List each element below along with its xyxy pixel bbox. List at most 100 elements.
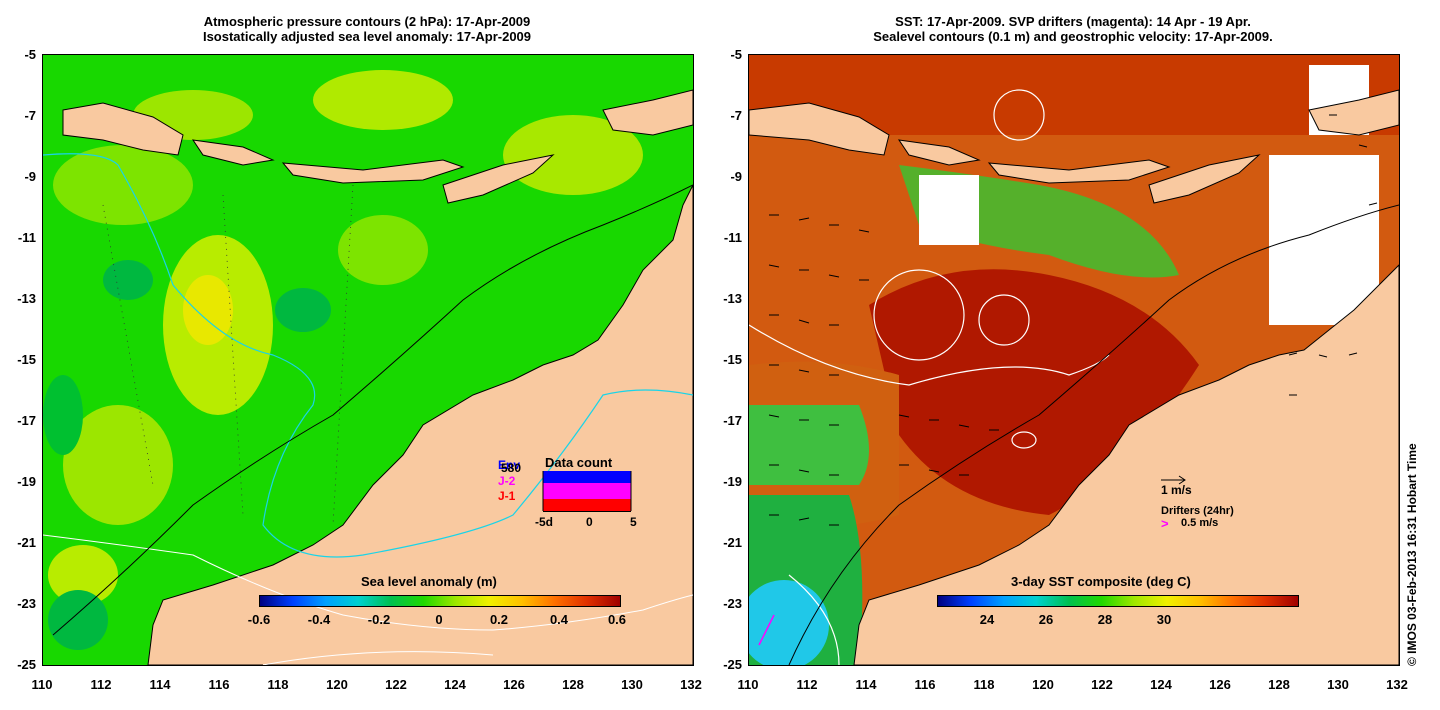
island-land	[987, 159, 1171, 184]
left-ytick: -9	[24, 169, 36, 184]
sealevel-contour	[788, 574, 840, 665]
inset-legend-env: Env	[498, 458, 521, 472]
right-colorbar	[937, 595, 1299, 607]
left-map[interactable]: Env 580 J-2 J-1 Data count -5d 0 5 Sea l…	[42, 54, 694, 666]
right-xtick: 116	[914, 677, 936, 692]
sealevel-contour	[749, 324, 1110, 386]
sla-blob	[48, 590, 108, 650]
right-ytick: -11	[723, 230, 742, 245]
black-contour	[788, 204, 1399, 665]
right-ytick: -17	[723, 413, 742, 428]
island-land	[191, 139, 275, 166]
sealevel-contour	[873, 269, 965, 361]
sla-blob	[48, 545, 118, 605]
right-xtick: 124	[1150, 677, 1172, 692]
inset-legend-580: 580	[501, 461, 522, 475]
right-cbar-tick: 24	[979, 612, 995, 627]
left-xtick: 126	[503, 677, 525, 692]
left-ytick: -23	[17, 596, 36, 611]
sealevel-contour	[978, 294, 1030, 346]
right-cbar-tick: 30	[1156, 612, 1172, 627]
sla-blob	[338, 215, 428, 285]
left-cbar-tick: -0.4	[307, 612, 331, 627]
velocity-arrows	[768, 114, 1378, 526]
island-land	[602, 89, 693, 136]
left-xtick: 116	[208, 677, 230, 692]
left-cbar-tick: 0.2	[489, 612, 509, 627]
right-ytick: -5	[730, 47, 742, 62]
sla-blob	[43, 375, 83, 455]
right-xtick: 122	[1091, 677, 1113, 692]
right-ytick: -15	[723, 352, 742, 367]
island-land	[1148, 154, 1261, 204]
left-title-line1: Atmospheric pressure contours (2 hPa): 1…	[203, 14, 531, 29]
left-title-line2: Isostatically adjusted sea level anomaly…	[202, 29, 532, 44]
right-ytick: -21	[723, 535, 742, 550]
right-xtick: 130	[1327, 677, 1349, 692]
cloud-mask	[919, 175, 979, 245]
left-xtick: 112	[90, 677, 112, 692]
right-map-svg	[749, 55, 1399, 665]
right-colorbar-title: 3-day SST composite (deg C)	[1011, 574, 1191, 589]
right-title: SST: 17-Apr-2009. SVP drifters (magenta)…	[748, 14, 1398, 44]
right-ytick: -19	[723, 474, 742, 489]
island-land	[281, 159, 465, 184]
left-cbar-tick: 0.4	[549, 612, 569, 627]
sla-blob	[63, 405, 173, 525]
right-map[interactable]: 1 m/s Drifters (24hr) > 0.5 m/s 3-day SS…	[748, 54, 1400, 666]
left-cbar-tick: 0	[435, 612, 443, 627]
white-contour	[262, 651, 494, 665]
inset-xtick: 0	[586, 515, 593, 529]
sst-cold-eddy	[749, 580, 829, 665]
credit-text: © IMOS 03-Feb-2013 16:31 Hobart Time	[1405, 443, 1419, 666]
right-ytick: -25	[723, 657, 742, 672]
left-colorbar	[259, 595, 621, 607]
left-title: Atmospheric pressure contours (2 hPa): 1…	[42, 14, 692, 44]
island-land	[1308, 89, 1399, 136]
island-land	[442, 154, 555, 204]
right-title-line2: Sealevel contours (0.1 m) and geostrophi…	[873, 29, 1273, 44]
sst-cool-region	[749, 405, 869, 485]
sealevel-contour	[1011, 431, 1037, 449]
left-ytick: -11	[17, 230, 36, 245]
island-land	[897, 139, 981, 166]
drifter-track	[758, 614, 775, 646]
drifters-legend-label: Drifters (24hr)	[1161, 505, 1234, 517]
left-ytick: -13	[17, 291, 36, 306]
inset-legend-j2: J-2	[498, 474, 516, 488]
left-cbar-tick: -0.6	[247, 612, 271, 627]
right-cbar-tick: 28	[1097, 612, 1113, 627]
inset-xtick: -5d	[535, 515, 553, 529]
right-ytick: -7	[730, 108, 742, 123]
sla-blob	[503, 115, 643, 195]
left-ytick: -5	[24, 47, 36, 62]
right-xtick: 132	[1386, 677, 1408, 692]
right-xtick: 112	[796, 677, 818, 692]
black-contour	[52, 184, 693, 636]
left-xtick: 132	[680, 677, 702, 692]
left-map-svg	[43, 70, 693, 665]
left-cbar-tick: 0.6	[607, 612, 627, 627]
left-xtick: 110	[31, 677, 53, 692]
right-cbar-tick: 26	[1038, 612, 1054, 627]
right-ytick: -9	[730, 169, 742, 184]
island-land	[749, 102, 890, 156]
left-ytick: -21	[17, 535, 36, 550]
sla-blob	[103, 260, 153, 300]
australia-land	[147, 184, 693, 665]
inset-legend-j1: J-1	[498, 489, 516, 503]
left-ytick: -17	[17, 413, 36, 428]
right-xtick: 126	[1209, 677, 1231, 692]
sla-blob	[53, 145, 193, 225]
right-ytick: -13	[723, 291, 742, 306]
left-ytick: -15	[17, 352, 36, 367]
sla-blob	[275, 288, 331, 332]
white-contour	[43, 534, 693, 631]
right-xtick: 110	[737, 677, 759, 692]
drifters-arrow-icon: >	[1161, 516, 1169, 531]
left-xtick: 130	[621, 677, 643, 692]
left-cbar-tick: -0.2	[367, 612, 391, 627]
island-land	[62, 102, 184, 156]
left-ytick: -25	[17, 657, 36, 672]
left-ytick: -7	[24, 108, 36, 123]
